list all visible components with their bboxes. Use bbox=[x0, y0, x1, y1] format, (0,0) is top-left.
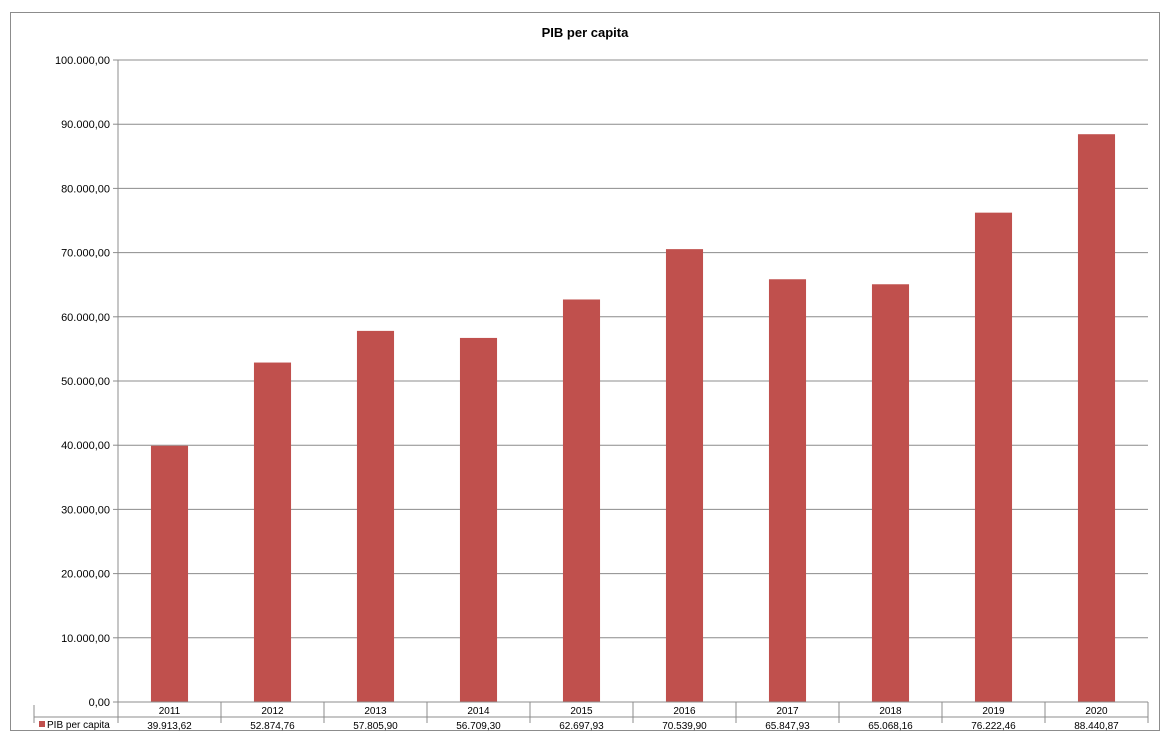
y-tick-label: 0,00 bbox=[89, 697, 110, 709]
bar bbox=[459, 337, 498, 702]
data-table-value: 76.222,46 bbox=[971, 721, 1016, 732]
legend-swatch bbox=[39, 721, 45, 727]
data-table-value: 70.539,90 bbox=[662, 721, 707, 732]
x-tick-label: 2018 bbox=[879, 706, 902, 717]
y-tick-label: 20.000,00 bbox=[61, 569, 110, 581]
y-tick-label: 10.000,00 bbox=[61, 633, 110, 645]
data-table-value: 65.847,93 bbox=[765, 721, 810, 732]
bar bbox=[871, 284, 910, 702]
y-tick-label: 40.000,00 bbox=[61, 440, 110, 452]
x-tick-label: 2013 bbox=[364, 706, 387, 717]
y-tick-label: 70.000,00 bbox=[61, 248, 110, 260]
x-tick-label: 2014 bbox=[467, 706, 490, 717]
y-tick-label: 90.000,00 bbox=[61, 119, 110, 131]
legend-label: PIB per capita bbox=[47, 720, 110, 731]
bar bbox=[253, 362, 292, 702]
bar bbox=[356, 330, 395, 702]
x-tick-label: 2017 bbox=[776, 706, 799, 717]
y-tick-label: 60.000,00 bbox=[61, 312, 110, 324]
y-tick-label: 100.000,00 bbox=[55, 55, 110, 67]
data-table-value: 39.913,62 bbox=[147, 721, 192, 732]
data-table-value: 65.068,16 bbox=[868, 721, 913, 732]
bar bbox=[665, 249, 704, 702]
x-tick-label: 2011 bbox=[159, 706, 181, 717]
x-tick-label: 2016 bbox=[673, 706, 696, 717]
data-table-value: 57.805,90 bbox=[353, 721, 398, 732]
bar bbox=[768, 279, 807, 702]
bar bbox=[1077, 134, 1116, 703]
y-tick-label: 30.000,00 bbox=[61, 504, 110, 516]
y-tick-label: 50.000,00 bbox=[61, 376, 110, 388]
x-tick-label: 2015 bbox=[570, 706, 593, 717]
bar bbox=[974, 212, 1013, 703]
y-tick-label: 80.000,00 bbox=[61, 183, 110, 195]
chart-title: PIB per capita bbox=[541, 25, 629, 40]
x-tick-label: 2019 bbox=[982, 706, 1005, 717]
x-tick-label: 2012 bbox=[261, 706, 284, 717]
bar bbox=[150, 445, 189, 702]
data-table-value: 62.697,93 bbox=[559, 721, 604, 732]
bar bbox=[562, 299, 601, 702]
data-table-value: 52.874,76 bbox=[250, 721, 295, 732]
data-table-value: 56.709,30 bbox=[456, 721, 501, 732]
x-tick-label: 2020 bbox=[1085, 706, 1108, 717]
data-table-value: 88.440,87 bbox=[1074, 721, 1119, 732]
